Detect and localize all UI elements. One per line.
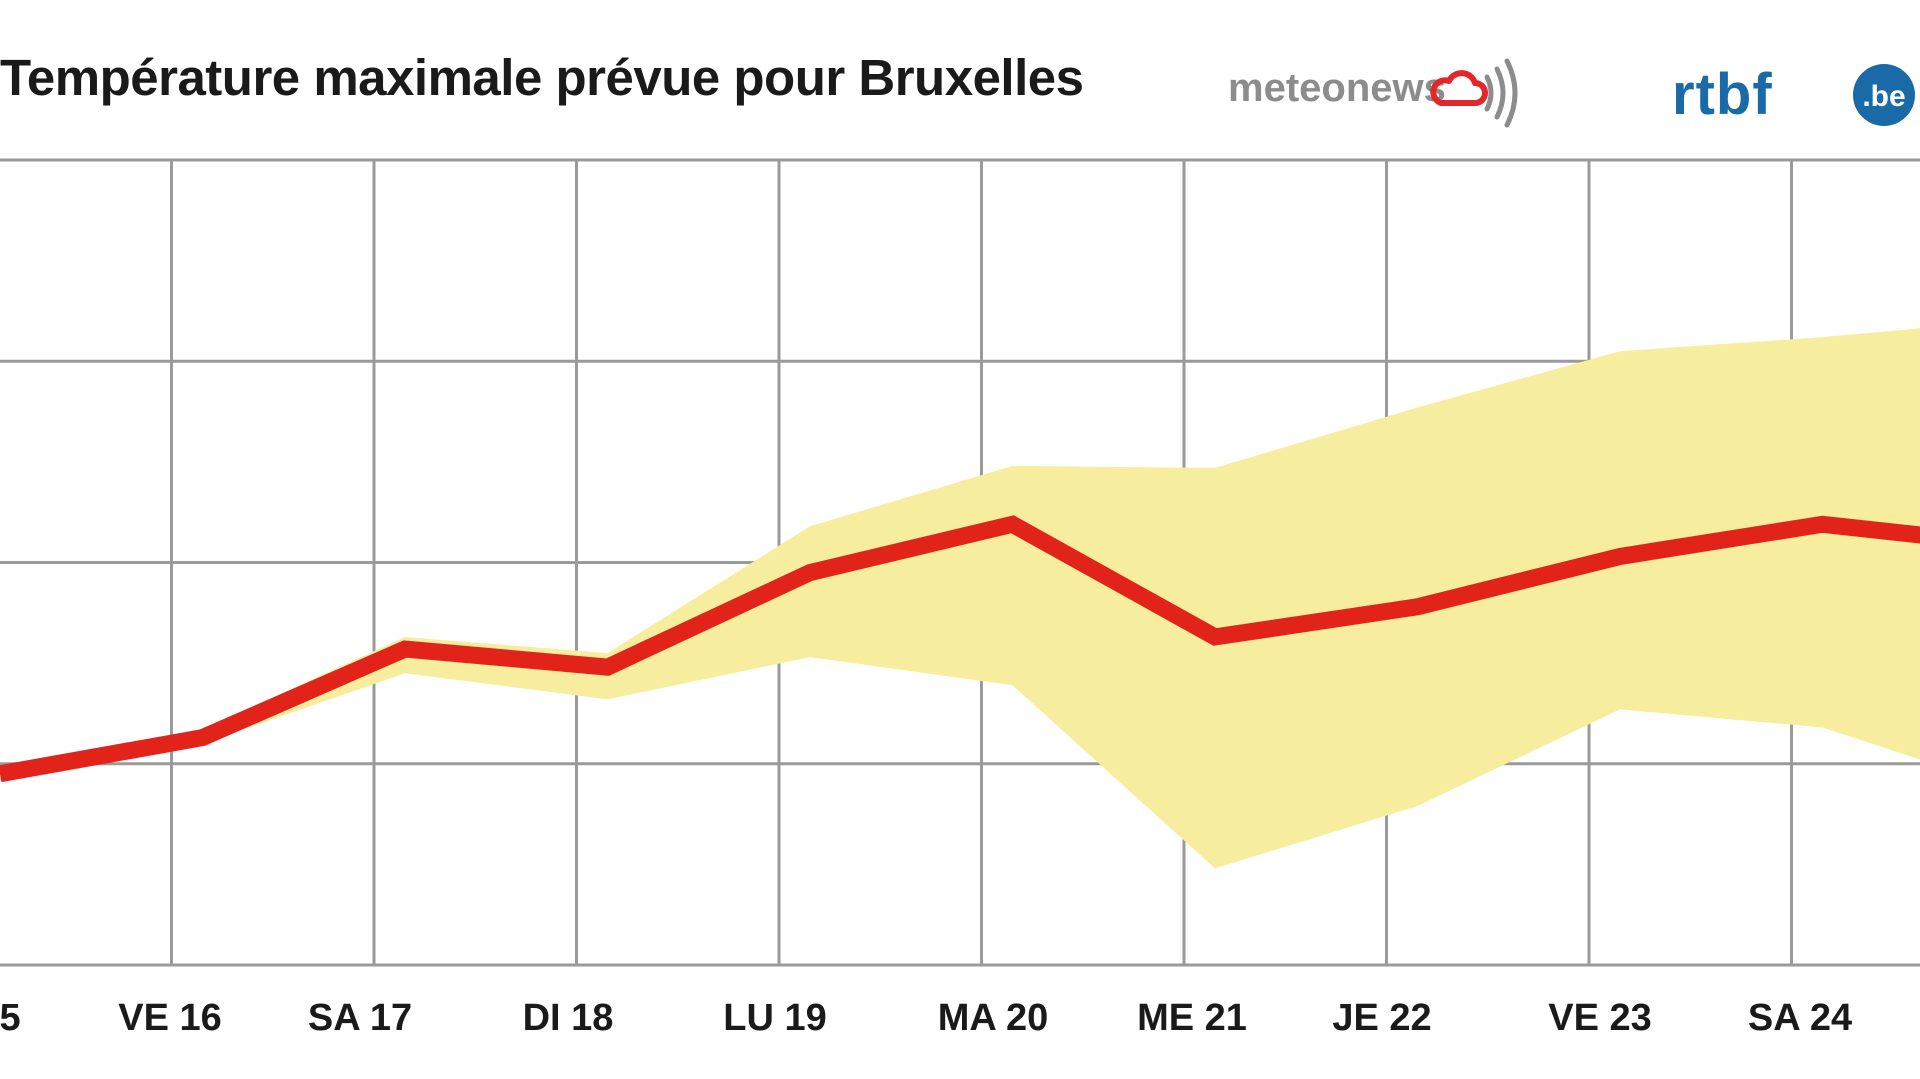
meteonews-logo: meteonews — [1228, 58, 1518, 128]
rtbf-badge — [1853, 64, 1915, 126]
median-point — [404, 648, 406, 651]
signal-arc-3 — [1504, 58, 1518, 128]
median-point — [201, 736, 204, 739]
x-tick-label: ME 21 — [1137, 997, 1247, 1039]
cloud-signal-icon — [1430, 58, 1518, 128]
cloud-shape — [1430, 70, 1488, 106]
x-tick-label: SA 24 — [1748, 997, 1852, 1039]
page-title: Température maximale prévue pour Bruxell… — [0, 49, 1084, 106]
median-line — [0, 515, 1920, 783]
x-tick-label: VE 23 — [1548, 997, 1652, 1039]
median-point — [0, 772, 1, 775]
rtbf-logo: rtbf .be — [1672, 62, 1915, 127]
x-tick-label: 5 — [0, 997, 21, 1039]
median-point — [1619, 555, 1621, 558]
x-tick-label: JE 22 — [1332, 997, 1431, 1039]
uncertainty-band — [0, 328, 1920, 869]
x-tick-label: VE 16 — [118, 997, 222, 1039]
x-tick-label: DI 18 — [523, 997, 614, 1039]
median-point — [809, 571, 811, 574]
median-point — [1011, 523, 1014, 526]
median-point — [1214, 635, 1216, 638]
uncertainty-band-area — [0, 328, 1920, 869]
x-tick-label: MA 20 — [938, 997, 1049, 1039]
signal-arc-2 — [1494, 66, 1506, 120]
signal-arc-1 — [1484, 74, 1494, 112]
x-tick-label: LU 19 — [723, 997, 826, 1039]
median-point — [1416, 605, 1419, 608]
median-point — [606, 666, 609, 669]
x-tick-label: SA 17 — [308, 997, 412, 1039]
x-axis-tick-labels: 5 VE 16 SA 17 DI 18 LU 19 MA 20 ME 21 JE 22 VE 2… — [0, 997, 1852, 1039]
rtbf-logo-text: rtbf — [1672, 62, 1773, 127]
meteonews-logo-text: meteonews — [1228, 66, 1446, 110]
median-point — [1821, 523, 1824, 526]
rtbf-badge-text: .be — [1862, 80, 1905, 113]
